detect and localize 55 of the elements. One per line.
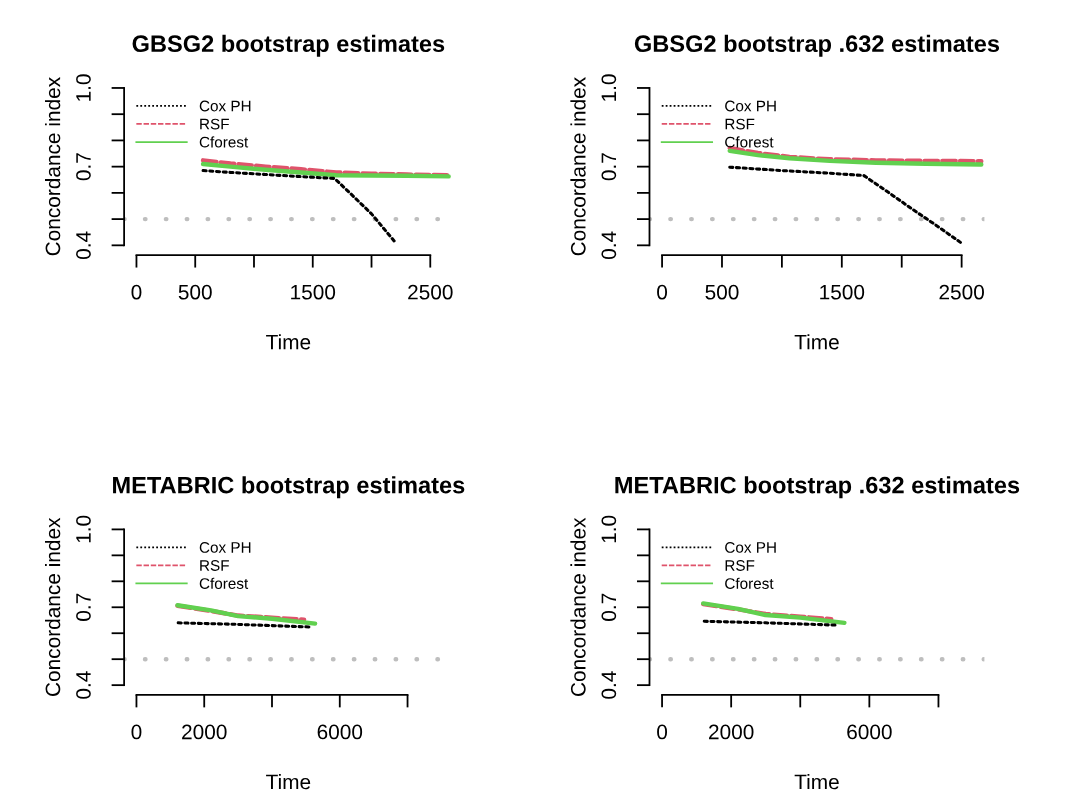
legend-label: RSF xyxy=(725,560,755,571)
y-tick-label: 0.4 xyxy=(76,231,91,259)
legend-label: Cox PH xyxy=(199,542,251,553)
x-axis-title: Time xyxy=(266,334,311,350)
legend-label: Cforest xyxy=(199,577,249,589)
x-tick-label: 2000 xyxy=(182,724,227,740)
legend-label: RSF xyxy=(200,560,229,571)
y-tick-label: 0.7 xyxy=(76,593,91,621)
x-tick-label: 1500 xyxy=(291,284,336,300)
y-tick-label: 1.0 xyxy=(76,515,91,543)
x-axis-title: Time xyxy=(794,334,839,350)
chart-title: METABRIC bootstrap .632 estimates xyxy=(615,476,1020,499)
y-tick-label: 0.4 xyxy=(601,671,617,699)
line-series xyxy=(700,601,847,626)
y-axis-title: Concordance index xyxy=(45,77,61,256)
y-tick-label: 0.4 xyxy=(76,671,91,699)
line-series xyxy=(728,165,964,245)
y-tick-label: 0.4 xyxy=(601,231,617,259)
legend-label: Cforest xyxy=(199,136,249,148)
y-tick-label: 0.7 xyxy=(601,593,617,621)
x-axis-title: Time xyxy=(794,774,839,790)
y-axis-title: Concordance index xyxy=(570,517,586,696)
y-tick-label: 1.0 xyxy=(76,74,91,101)
line-series xyxy=(175,603,307,622)
y-tick-label: 1.0 xyxy=(601,515,617,543)
legend-label: Cox PH xyxy=(725,100,776,112)
x-tick-label: 0 xyxy=(131,284,142,300)
x-tick-label: 500 xyxy=(178,284,212,300)
legend-label: Cforest xyxy=(725,577,774,589)
legend-label: Cox PH xyxy=(199,100,251,112)
legend-label: Cox PH xyxy=(725,542,776,553)
y-tick-label: 1.0 xyxy=(601,74,617,101)
x-tick-label: 2000 xyxy=(709,724,754,740)
x-axis-title: Time xyxy=(266,774,311,790)
x-tick-label: 0 xyxy=(657,724,668,740)
chart-title: GBSG2 bootstrap .632 estimates xyxy=(634,34,1000,57)
legend-label: Cforest xyxy=(725,136,774,148)
line-series xyxy=(201,169,398,245)
line-series xyxy=(175,602,318,626)
y-tick-label: 0.7 xyxy=(601,153,617,181)
y-axis-title: Concordance index xyxy=(570,77,586,256)
legend-label: RSF xyxy=(725,118,755,130)
chart-title: METABRIC bootstrap estimates xyxy=(113,476,465,499)
x-tick-label: 0 xyxy=(657,284,668,300)
x-tick-label: 1500 xyxy=(820,284,865,300)
x-tick-label: 0 xyxy=(131,724,142,740)
x-tick-label: 2500 xyxy=(408,284,453,300)
chart-title: GBSG2 bootstrap estimates xyxy=(132,34,445,57)
x-tick-label: 500 xyxy=(705,284,739,300)
legend-label: RSF xyxy=(200,118,229,130)
x-tick-label: 2500 xyxy=(939,284,984,300)
y-axis-title: Concordance index xyxy=(45,517,61,696)
x-tick-label: 6000 xyxy=(317,724,363,740)
x-tick-label: 6000 xyxy=(847,724,892,740)
y-tick-label: 0.7 xyxy=(76,153,91,181)
